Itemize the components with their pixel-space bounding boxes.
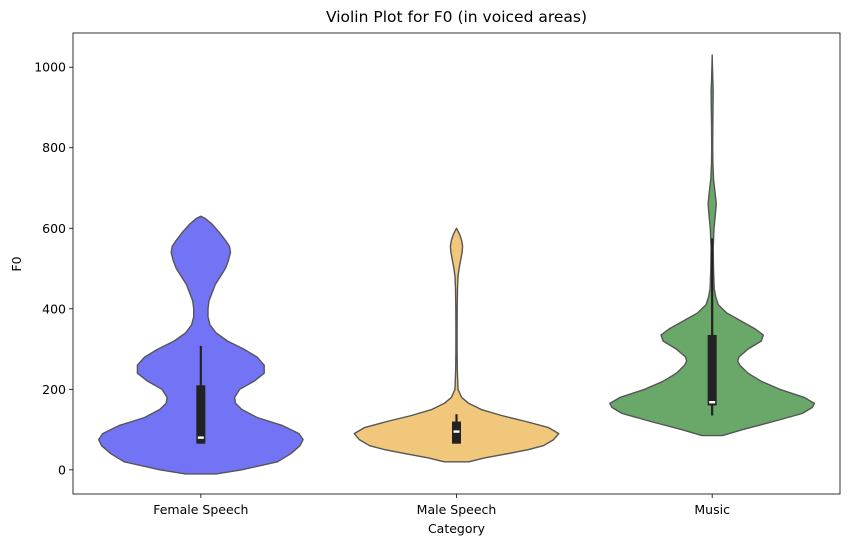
- x-axis: Female Speech Male Speech Music: [153, 494, 730, 517]
- y-tick-label: 0: [58, 462, 66, 477]
- violin-median: [453, 430, 460, 433]
- x-tick-label: Music: [694, 502, 730, 517]
- chart-title: Violin Plot for F0 (in voiced areas): [325, 8, 588, 26]
- y-axis: 0 200 400 600 800 1000: [34, 60, 73, 477]
- violin-iqr-box: [707, 334, 717, 406]
- y-tick-label: 800: [42, 140, 66, 155]
- violin-iqr-box: [196, 385, 206, 444]
- y-tick-label: 200: [42, 382, 66, 397]
- violin-median: [709, 401, 716, 404]
- violins-layer: [97, 54, 816, 475]
- x-tick-label: Female Speech: [153, 502, 248, 517]
- y-tick-label: 600: [42, 221, 66, 236]
- x-axis-label: Category: [427, 521, 486, 536]
- y-tick-label: 1000: [34, 60, 66, 75]
- violin-body: [353, 227, 560, 463]
- boxes-layer: [196, 238, 717, 444]
- y-tick-label: 400: [42, 301, 66, 316]
- violin-median: [197, 436, 204, 439]
- x-tick-label: Male Speech: [417, 502, 497, 517]
- violin-body: [97, 215, 304, 475]
